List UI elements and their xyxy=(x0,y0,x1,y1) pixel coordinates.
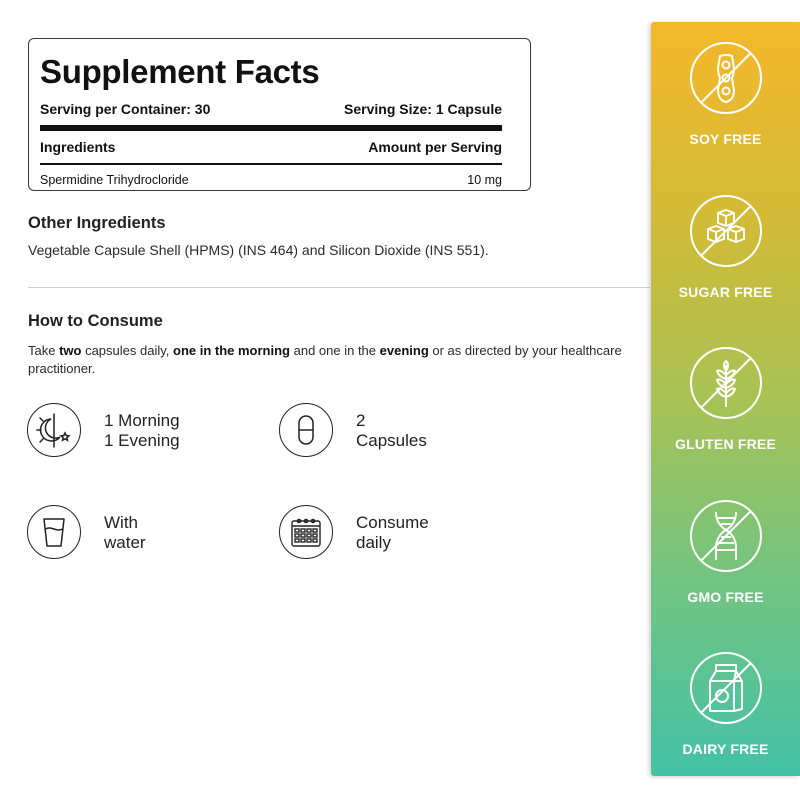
other-ingredients-text: Vegetable Capsule Shell (HPMS) (INS 464)… xyxy=(28,242,489,258)
day-night-icon xyxy=(27,403,81,457)
capsule-icon xyxy=(279,403,333,457)
calendar-icon xyxy=(279,505,333,559)
water-tile: With water xyxy=(27,505,146,559)
section-divider xyxy=(28,287,650,288)
supplement-facts-title: Supplement Facts xyxy=(40,53,320,90)
ingredient-amount: 10 mg xyxy=(467,173,502,187)
how-to-consume-text: Take two capsules daily, one in the morn… xyxy=(28,343,622,376)
soy-free-badge: SOY FREE xyxy=(651,42,800,147)
ingredient-name: Spermidine Trihydrocloride xyxy=(40,173,189,187)
dosage-label: 1 Morning 1 Evening xyxy=(104,411,180,450)
water-glass-icon xyxy=(27,505,81,559)
other-ingredients-title: Other Ingredients xyxy=(28,214,166,232)
badge-label: GLUTEN FREE xyxy=(675,436,776,452)
ingredient-row: Spermidine Trihydrocloride 10 mg xyxy=(40,172,502,188)
thin-divider xyxy=(40,163,502,165)
capsules-tile: 2 Capsules xyxy=(279,403,427,457)
badge-label: SUGAR FREE xyxy=(678,284,773,300)
serving-per-container: Serving per Container: 30 xyxy=(40,101,211,117)
capsules-label: 2 Capsules xyxy=(356,411,427,450)
badge-label: DAIRY FREE xyxy=(682,741,769,757)
dairy-free-badge: DAIRY FREE xyxy=(651,652,800,757)
dosage-tile: 1 Morning 1 Evening xyxy=(27,403,180,457)
daily-tile: Consume daily xyxy=(279,505,429,559)
serving-size: Serving Size: 1 Capsule xyxy=(344,101,502,117)
free-from-panel: SOY FREE SUGAR FREE GLUTEN FREE xyxy=(651,22,800,776)
soybean-icon xyxy=(716,54,735,104)
facts-header-row: Ingredients Amount per Serving xyxy=(40,137,502,157)
supplement-facts-panel: Supplement Facts Serving per Container: … xyxy=(28,38,531,191)
water-label: With water xyxy=(104,513,146,552)
gmo-free-badge: GMO FREE xyxy=(651,500,800,605)
daily-label: Consume daily xyxy=(356,513,429,552)
amount-header: Amount per Serving xyxy=(368,139,502,155)
badge-label: GMO FREE xyxy=(687,589,764,605)
ingredients-header: Ingredients xyxy=(40,139,116,155)
serving-row: Serving per Container: 30 Serving Size: … xyxy=(40,100,502,118)
sugar-free-badge: SUGAR FREE xyxy=(651,195,800,300)
how-to-consume-title: How to Consume xyxy=(28,312,163,330)
gluten-free-badge: GLUTEN FREE xyxy=(651,347,800,452)
thick-divider xyxy=(40,125,502,131)
badge-label: SOY FREE xyxy=(689,131,762,147)
